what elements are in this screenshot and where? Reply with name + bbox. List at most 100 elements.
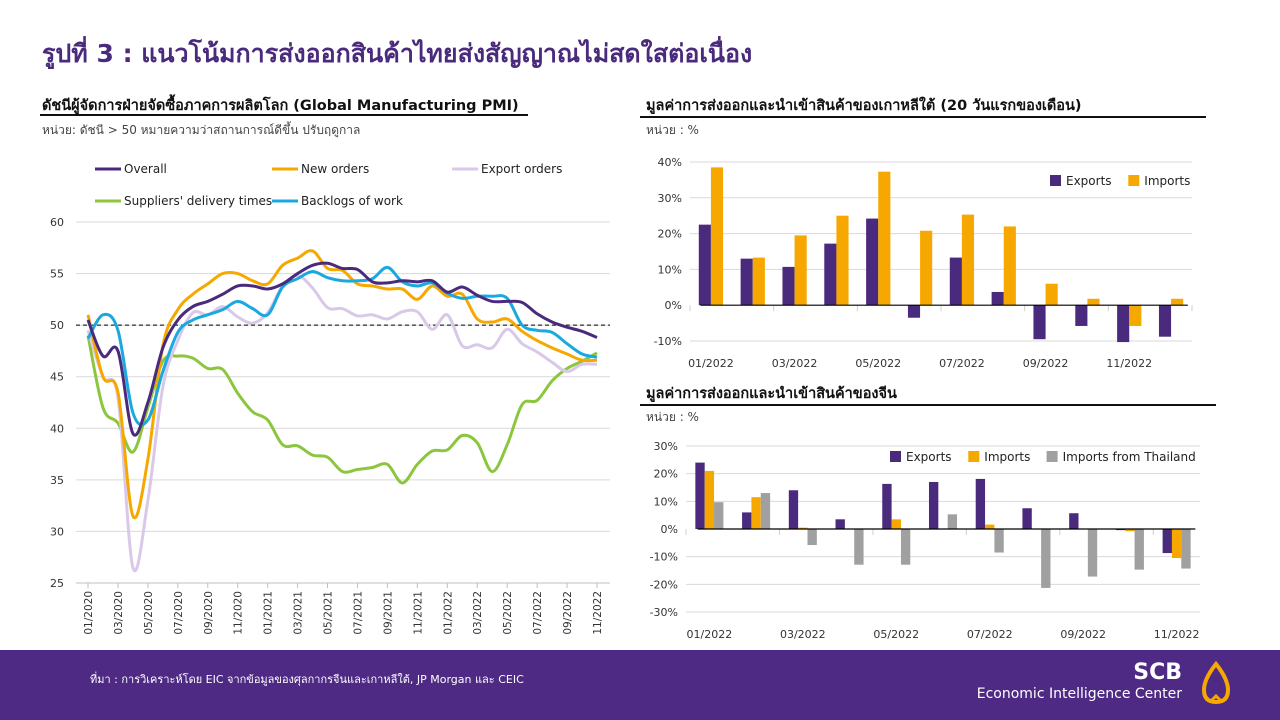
- x-tick-label: 01/2022: [442, 591, 454, 635]
- x-tick-label: 11/2022: [1154, 628, 1200, 641]
- pmi-line-chart: 60 55 50 45 40 35 30 25 01/2020 03/2020 05/2020 07/…: [50, 162, 610, 635]
- x-tick-label: 07/2022: [967, 628, 1013, 641]
- bar-imports-07/2022: [985, 524, 995, 529]
- bar-exports-07/2022: [975, 478, 986, 529]
- bar-exports-01/2022: [698, 224, 711, 306]
- y-tick-label: 20%: [658, 228, 682, 241]
- x-tick-label: 05/2022: [502, 591, 514, 635]
- brand-logo-text: SCB: [1133, 660, 1182, 685]
- x-tick-label: 07/2022: [532, 591, 544, 635]
- legend-label: Backlogs of work: [301, 194, 403, 208]
- x-tick-label: 07/2021: [352, 591, 364, 635]
- y-tick-label: 20%: [654, 468, 678, 481]
- pmi-chart-title: ดัชนีผู้จัดการฝ่ายจัดซื้อภาคการผลิตโลก (…: [42, 98, 519, 114]
- bar-imports-from-thailand-11/2022: [1181, 529, 1191, 569]
- brand-subtitle: Economic Intelligence Center: [976, 686, 1182, 702]
- legend-swatch: [1128, 175, 1140, 186]
- series-line-export-orders: [86, 274, 598, 573]
- y-tick-label: 40%: [658, 156, 682, 169]
- bar-exports-05/2022: [882, 483, 892, 529]
- legend-swatch: [968, 451, 980, 462]
- x-tick-label: 01/2022: [688, 357, 734, 370]
- x-tick-label: 03/2022: [472, 591, 484, 635]
- bar-imports-03/2022: [794, 235, 807, 306]
- pmi-title-rule: [40, 114, 528, 116]
- x-tick-label: 03/2020: [113, 591, 125, 635]
- pmi-chart-unit: หน่วย: ดัชนี > 50 หมายความว่าสถานการณ์ดี…: [42, 123, 361, 137]
- y-tick-label: -10%: [654, 335, 682, 348]
- bar-imports-from-thailand-06/2022: [947, 514, 958, 529]
- legend-label: New orders: [301, 162, 369, 176]
- korea-chart-title: มูลค่าการส่งออกและนำเข้าสินค้าของเกาหลีใ…: [646, 98, 1082, 114]
- bar-imports-01/2022: [710, 167, 724, 306]
- bar-imports-from-thailand-10/2022: [1134, 529, 1144, 570]
- x-tick-label: 05/2021: [323, 591, 335, 635]
- legend-swatch: [890, 451, 901, 462]
- bar-imports-10/2022: [1087, 298, 1100, 306]
- y-tick-label: 35: [50, 474, 64, 487]
- legend-label: Suppliers' delivery times: [124, 194, 272, 208]
- bar-imports-from-thailand-01/2022: [714, 502, 724, 529]
- legend-swatch: [1046, 451, 1058, 462]
- bar-exports-02/2022: [742, 512, 752, 529]
- bar-exports-02/2022: [740, 258, 753, 306]
- bar-exports-03/2022: [782, 266, 795, 306]
- y-tick-label: 25: [50, 577, 64, 590]
- legend-label: Imports: [984, 450, 1030, 464]
- x-tick-label: 11/2021: [412, 591, 424, 635]
- bar-exports-04/2022: [835, 519, 845, 529]
- china-chart-title: มูลค่าการส่งออกและนำเข้าสินค้าของจีน: [646, 386, 897, 402]
- series-line-backlogs-of-work: [86, 265, 598, 427]
- bar-imports-05/2022: [878, 171, 891, 306]
- x-tick-label: 03/2022: [780, 628, 826, 641]
- bar-imports-from-thailand-03/2022: [807, 529, 817, 546]
- scb-logo-icon: [1201, 660, 1231, 705]
- x-tick-label: 09/2022: [1060, 628, 1106, 641]
- bar-imports-07/2022: [961, 214, 975, 306]
- korea-bar-chart: 40% 30% 20% 10% 0% -10% 01/2022 03/2022 05/2022 0…: [654, 156, 1193, 370]
- x-tick-label: 01/2020: [83, 591, 95, 635]
- y-tick-label: 10%: [658, 263, 682, 276]
- bar-imports-from-thailand-02/2022: [760, 493, 771, 529]
- bar-imports-06/2022: [920, 230, 933, 306]
- korea-title-rule: [640, 116, 1206, 118]
- bar-imports-09/2022: [1045, 283, 1058, 306]
- bar-exports-01/2022: [695, 462, 705, 529]
- bar-exports-03/2022: [788, 490, 799, 529]
- bar-imports-11/2022: [1129, 305, 1142, 326]
- bar-exports-07/2022: [949, 257, 962, 306]
- legend-label: Imports from Thailand: [1063, 450, 1196, 464]
- y-tick-label: 0%: [661, 523, 678, 536]
- legend-label: Imports: [1144, 174, 1190, 188]
- x-tick-label: 09/2022: [1023, 357, 1069, 370]
- bar-exports-12/2022: [1158, 305, 1172, 337]
- x-tick-label: 09/2022: [562, 591, 574, 635]
- legend-label: Exports: [906, 450, 952, 464]
- bar-exports-08/2022: [991, 291, 1004, 306]
- bar-exports-10/2022: [1075, 305, 1088, 326]
- bar-imports-03/2022: [798, 527, 808, 529]
- series-line-overall: [86, 261, 598, 437]
- x-tick-label: 05/2022: [873, 628, 919, 641]
- y-tick-label: 30%: [654, 440, 678, 453]
- x-tick-label: 03/2021: [293, 591, 305, 635]
- x-tick-label: 05/2022: [855, 357, 901, 370]
- y-tick-label: 30: [50, 525, 64, 538]
- x-tick-label: 07/2022: [939, 357, 985, 370]
- bar-imports-05/2022: [891, 519, 901, 529]
- x-tick-label: 11/2022: [592, 591, 604, 635]
- footer-band: [0, 650, 1280, 720]
- x-tick-label: 05/2020: [143, 591, 155, 635]
- y-tick-label: 10%: [654, 495, 678, 508]
- bar-imports-02/2022: [752, 257, 765, 306]
- y-tick-label: 55: [50, 268, 64, 281]
- x-tick-label: 09/2021: [382, 591, 394, 635]
- bar-imports-from-thailand-05/2022: [900, 529, 911, 565]
- y-tick-label: 30%: [658, 192, 682, 205]
- korea-chart-unit: หน่วย : %: [646, 123, 699, 137]
- x-tick-label: 01/2022: [687, 628, 733, 641]
- bar-exports-09/2022: [1033, 305, 1046, 340]
- legend-label: Export orders: [481, 162, 562, 176]
- source-note: ที่มา : การวิเคราะห์โดย EIC จากข้อมูลของ…: [90, 673, 524, 686]
- page-title: รูปที่ 3 : แนวโน้มการส่งออกสินค้าไทยส่งส…: [42, 39, 753, 68]
